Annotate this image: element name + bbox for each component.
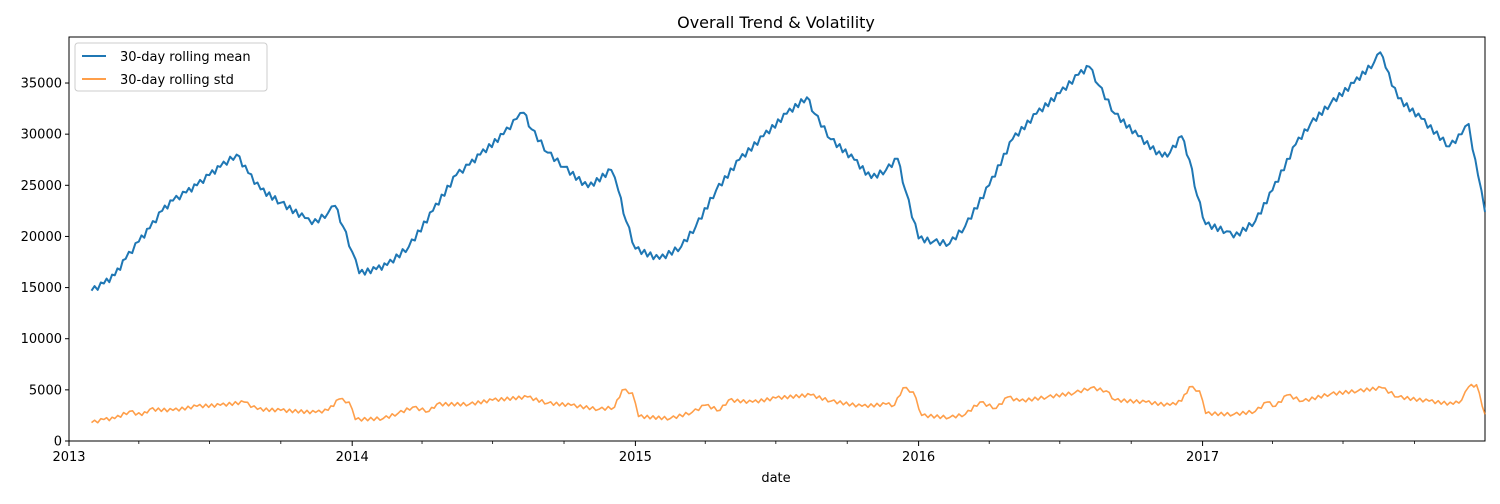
y-tick-label: 25000 [21, 179, 62, 194]
y-tick-label: 5000 [29, 383, 62, 398]
x-axis: 2013 2014 2015 2016 2017 [52, 441, 1415, 465]
y-tick-label: 10000 [21, 332, 62, 347]
legend-label-rolling-std: 30-day rolling std [120, 73, 234, 88]
chart-title: Overall Trend & Volatility [677, 13, 875, 32]
x-tick-label: 2016 [902, 450, 935, 465]
x-axis-title: date [761, 471, 790, 486]
y-tick-label: 30000 [21, 128, 62, 143]
x-tick-label: 2017 [1186, 450, 1219, 465]
plot-frame [68, 36, 1486, 442]
series-layer [90, 51, 1486, 424]
legend: 30-day rolling mean 30-day rolling std [74, 42, 268, 92]
series-line-rolling-std [91, 383, 1486, 424]
x-tick-label: 2014 [336, 450, 369, 465]
series-line-rolling-mean [90, 51, 1486, 292]
legend-box [74, 42, 268, 92]
x-tick-label: 2013 [52, 450, 85, 465]
y-tick-label: 0 [54, 435, 62, 450]
y-tick-label: 15000 [21, 281, 62, 296]
y-tick-label: 20000 [21, 230, 62, 245]
legend-label-rolling-mean: 30-day rolling mean [120, 50, 251, 65]
y-tick-label: 35000 [21, 77, 62, 92]
y-axis: 0 5000 10000 15000 20000 25000 30000 35000 [21, 77, 69, 450]
x-tick-label: 2015 [619, 450, 652, 465]
